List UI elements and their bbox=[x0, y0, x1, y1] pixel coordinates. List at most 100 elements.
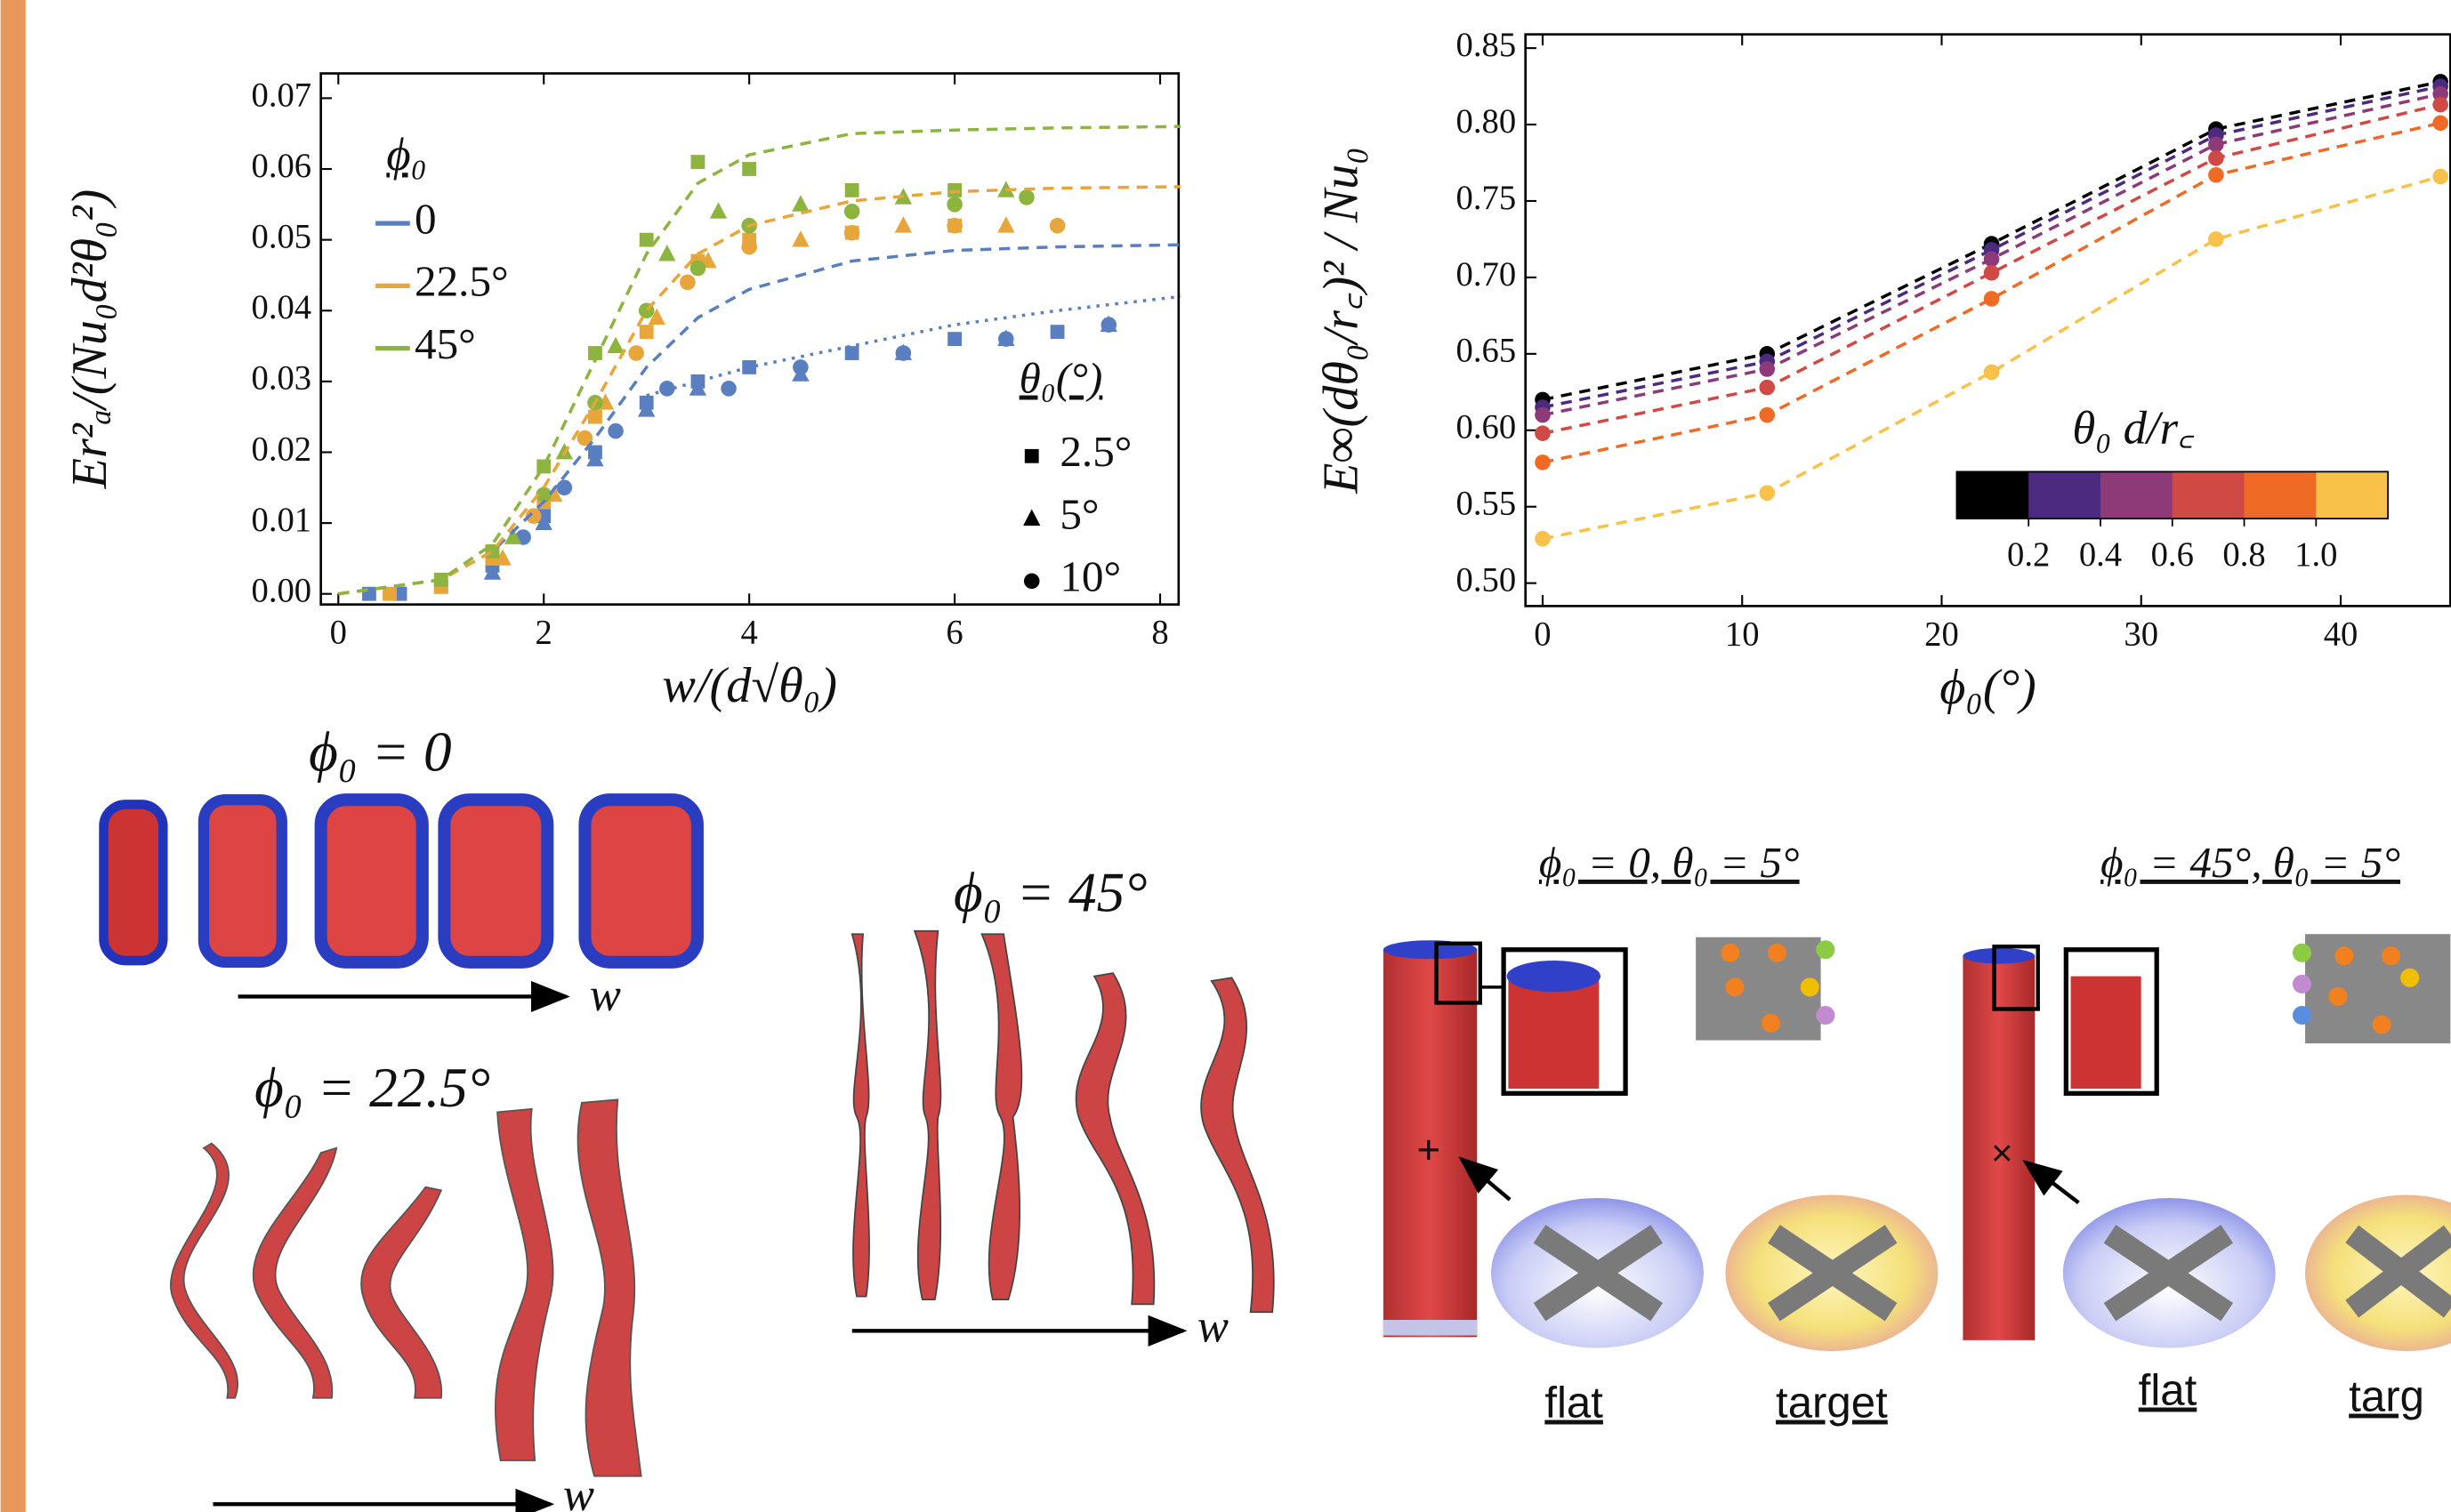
tube-panel-45: ϕ₀ = 45°, θ₀ = 5° × flat targ bbox=[1963, 838, 2451, 1421]
y-tick-label: 0.05 bbox=[252, 218, 312, 255]
y-tick-label: 0.50 bbox=[1456, 561, 1517, 599]
data-point bbox=[721, 381, 737, 397]
y-tick-label: 0.80 bbox=[1456, 103, 1517, 141]
x-tick-label: 8 bbox=[1151, 615, 1168, 652]
colorbar-tick-label: 0.6 bbox=[2151, 536, 2194, 574]
colorbar-swatch bbox=[2245, 471, 2318, 519]
data-point bbox=[845, 183, 859, 197]
data-point bbox=[741, 239, 757, 255]
data-point bbox=[608, 423, 624, 439]
colorbar-tick-label: 0.4 bbox=[2079, 536, 2122, 574]
x-axis-label: ϕ₀(°) bbox=[1939, 660, 2036, 715]
y-tick-label: 0.01 bbox=[252, 502, 312, 539]
y-tick-label: 0.03 bbox=[252, 360, 312, 398]
y-tick-label: 0.55 bbox=[1456, 486, 1517, 523]
data-point bbox=[557, 480, 573, 496]
data-point bbox=[793, 359, 809, 375]
x-tick-label: 0 bbox=[330, 615, 347, 652]
data-point bbox=[1019, 189, 1035, 205]
x-tick-label: 20 bbox=[1924, 615, 1959, 653]
legend-label: 22.5° bbox=[415, 257, 509, 306]
x-tick-label: 6 bbox=[946, 615, 963, 652]
cylinders-phi0 bbox=[104, 800, 697, 996]
x-tick-label: 40 bbox=[2324, 615, 2358, 653]
data-point bbox=[742, 162, 756, 176]
side-bar bbox=[1, 0, 26, 1512]
data-point bbox=[896, 345, 912, 361]
data-point bbox=[792, 195, 809, 211]
data-point bbox=[2432, 97, 2448, 113]
colorbar-swatch bbox=[2100, 471, 2173, 519]
data-point bbox=[2208, 167, 2224, 183]
data-point bbox=[1535, 425, 1551, 441]
y-axis-label: E∞(dθ₀/r꜀)² / Nu₀ bbox=[1314, 147, 1369, 495]
data-point bbox=[1984, 291, 2000, 307]
y-tick-label: 0.02 bbox=[252, 430, 312, 468]
legend-label: 10° bbox=[1060, 552, 1121, 601]
data-point bbox=[1984, 365, 2000, 381]
panel-label: ϕ₀ = 0, θ₀ = 5° bbox=[1539, 838, 1800, 887]
data-point bbox=[947, 332, 962, 346]
legend-label: 0 bbox=[415, 194, 437, 243]
panel-label: ϕ₀ = 0 bbox=[309, 720, 452, 783]
data-point bbox=[607, 337, 624, 353]
colorbar-tick-label: 0.2 bbox=[2007, 536, 2050, 574]
data-point bbox=[2208, 137, 2224, 153]
panel-label: ϕ₀ = 45°, θ₀ = 5° bbox=[2100, 838, 2400, 887]
colorbar-tick-label: 1.0 bbox=[2294, 536, 2337, 574]
x-tick-label: 0 bbox=[1534, 615, 1551, 653]
data-point bbox=[1101, 317, 1117, 333]
colorbar-label: θ₀ d/r꜀ bbox=[2072, 403, 2195, 454]
data-point bbox=[1984, 251, 2000, 267]
y-tick-label: 0.85 bbox=[1456, 27, 1517, 64]
legend-title: ϕ₀ bbox=[386, 129, 427, 181]
image-caption: flat bbox=[1544, 1379, 1603, 1428]
data-point bbox=[997, 216, 1014, 232]
y-tick-label: 0.75 bbox=[1456, 180, 1517, 217]
plot: 024680.000.010.020.030.040.050.060.07w/(… bbox=[62, 74, 1181, 714]
data-point bbox=[628, 345, 644, 361]
legend-marker bbox=[1024, 574, 1040, 590]
colorbar-tick-label: 0.8 bbox=[2222, 536, 2265, 574]
data-point bbox=[1759, 380, 1775, 396]
data-point bbox=[640, 325, 654, 339]
ribbons-22 bbox=[171, 1099, 641, 1504]
y-tick-label: 0.06 bbox=[252, 148, 312, 185]
colorbar-swatch bbox=[2173, 471, 2245, 519]
data-point bbox=[844, 204, 860, 220]
data-point bbox=[895, 216, 912, 232]
y-tick-label: 0.04 bbox=[252, 289, 312, 326]
data-point bbox=[845, 346, 859, 360]
image-caption: target bbox=[1776, 1379, 1888, 1428]
data-point bbox=[844, 225, 860, 241]
data-point bbox=[690, 261, 706, 277]
data-point bbox=[1051, 325, 1065, 339]
data-point bbox=[588, 410, 602, 424]
cross-symbol: × bbox=[1991, 1132, 2013, 1174]
y-tick-label: 0.70 bbox=[1456, 256, 1517, 294]
colorbar-swatch bbox=[2316, 471, 2389, 519]
data-point bbox=[2432, 169, 2448, 185]
y-tick-label: 0.00 bbox=[252, 573, 312, 610]
x-tick-label: 30 bbox=[2124, 615, 2158, 653]
colorbar-swatch bbox=[2028, 471, 2101, 519]
x-tick-label: 10 bbox=[1725, 615, 1760, 653]
legend-title: θ₀(°) bbox=[1020, 354, 1103, 403]
data-point bbox=[2208, 231, 2224, 247]
data-point bbox=[2208, 150, 2224, 166]
x-tick-label: 4 bbox=[741, 615, 758, 652]
legend-label: 2.5° bbox=[1060, 427, 1132, 476]
image-caption: targ bbox=[2349, 1372, 2424, 1421]
data-point bbox=[2432, 116, 2448, 132]
image-caption: flat bbox=[2139, 1366, 2197, 1415]
data-point bbox=[1759, 361, 1775, 377]
data-point bbox=[1535, 454, 1551, 470]
plot-frame bbox=[1526, 35, 2451, 607]
data-point bbox=[710, 202, 727, 218]
data-point bbox=[1535, 531, 1551, 547]
arrow-label: w bbox=[590, 969, 621, 1021]
data-point bbox=[1050, 218, 1066, 234]
data-point bbox=[1984, 265, 2000, 281]
data-point bbox=[640, 233, 654, 247]
data-point bbox=[1759, 407, 1775, 423]
